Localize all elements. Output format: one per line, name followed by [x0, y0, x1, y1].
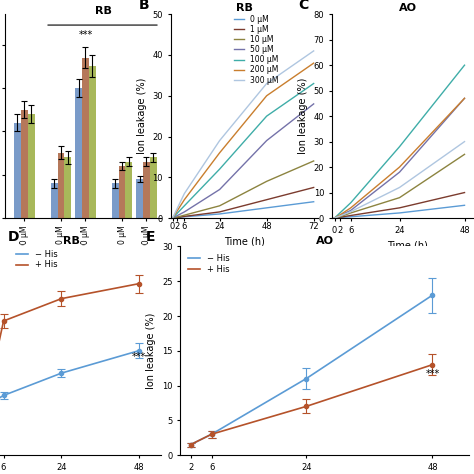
10 μM: [217, 203, 222, 209]
Text: ***: ***: [425, 369, 439, 379]
Bar: [57, 153, 64, 218]
1 μM: [182, 214, 187, 219]
Bar: [51, 183, 57, 218]
Bar: [143, 162, 150, 218]
100 μM: [311, 81, 317, 86]
300 μM: [170, 215, 175, 221]
100 μM: [170, 215, 175, 221]
0 μM: [264, 205, 270, 210]
100 μM: [182, 203, 187, 209]
Bar: [82, 57, 89, 218]
0 μM: [182, 214, 187, 219]
0 μM: [170, 215, 175, 221]
1 μM: [173, 215, 179, 220]
Title: AO: AO: [399, 3, 417, 13]
Legend: − His, + His: − His, + His: [184, 251, 233, 277]
Bar: [14, 123, 21, 218]
300 μM: [173, 207, 179, 213]
300 μM: [182, 191, 187, 196]
Title: RB: RB: [236, 3, 253, 13]
Y-axis label: Ion leakage (%): Ion leakage (%): [146, 312, 156, 389]
1 μM: [217, 209, 222, 215]
50 μM: [217, 187, 222, 192]
Text: C: C: [299, 0, 309, 12]
10 μM: [173, 214, 179, 220]
0 μM: [173, 215, 179, 220]
100 μM: [264, 113, 270, 119]
1 μM: [264, 197, 270, 202]
300 μM: [264, 81, 270, 86]
100 μM: [217, 166, 222, 172]
200 μM: [311, 60, 317, 66]
300 μM: [217, 138, 222, 144]
Text: E: E: [146, 230, 155, 244]
Text: L: L: [71, 279, 76, 288]
200 μM: [173, 209, 179, 215]
Bar: [126, 162, 132, 218]
Bar: [27, 114, 35, 218]
200 μM: [170, 215, 175, 221]
50 μM: [170, 215, 175, 221]
Bar: [118, 166, 126, 218]
Text: D: D: [21, 279, 28, 288]
10 μM: [170, 215, 175, 221]
Text: D: D: [131, 279, 138, 288]
100 μM: [173, 211, 179, 217]
Title: AO: AO: [316, 236, 334, 246]
50 μM: [311, 101, 317, 107]
Text: B: B: [138, 0, 149, 12]
0 μM: [311, 199, 317, 205]
50 μM: [182, 209, 187, 215]
Text: D: D: [8, 230, 19, 244]
200 μM: [217, 150, 222, 155]
Y-axis label: Ion leakage (%): Ion leakage (%): [137, 78, 147, 155]
Legend: − His, + His: − His, + His: [12, 246, 61, 273]
50 μM: [173, 213, 179, 219]
10 μM: [182, 212, 187, 218]
200 μM: [264, 93, 270, 99]
Bar: [21, 109, 27, 218]
Bar: [89, 66, 96, 218]
Line: 10 μM: 10 μM: [173, 161, 314, 218]
Line: 100 μM: 100 μM: [173, 83, 314, 218]
Legend: 24 h, 48 h, 72 h: 24 h, 48 h, 72 h: [171, 22, 204, 55]
10 μM: [311, 158, 317, 164]
Text: ***: ***: [78, 30, 92, 40]
Legend: 0 μM, 1 μM, 10 μM, 50 μM, 100 μM, 200 μM, 300 μM: 0 μM, 1 μM, 10 μM, 50 μM, 100 μM, 200 μM…: [233, 14, 279, 85]
50 μM: [264, 138, 270, 144]
300 μM: [311, 48, 317, 54]
X-axis label: Time (h): Time (h): [224, 237, 264, 247]
X-axis label: Time (h): Time (h): [387, 240, 428, 250]
Line: 200 μM: 200 μM: [173, 63, 314, 218]
0 μM: [217, 211, 222, 217]
Line: 1 μM: 1 μM: [173, 188, 314, 218]
Line: 0 μM: 0 μM: [173, 202, 314, 218]
1 μM: [311, 185, 317, 191]
Bar: [75, 88, 82, 218]
Bar: [136, 179, 143, 218]
1 μM: [170, 215, 175, 221]
Bar: [150, 157, 157, 218]
Text: ***: ***: [131, 352, 146, 362]
Line: 50 μM: 50 μM: [173, 104, 314, 218]
Text: RB: RB: [95, 6, 112, 17]
Y-axis label: Ion leakage (%): Ion leakage (%): [298, 78, 308, 155]
200 μM: [182, 197, 187, 202]
Bar: [112, 183, 118, 218]
Title: RB: RB: [63, 236, 80, 246]
10 μM: [264, 179, 270, 184]
Line: 300 μM: 300 μM: [173, 51, 314, 218]
Bar: [64, 157, 71, 218]
